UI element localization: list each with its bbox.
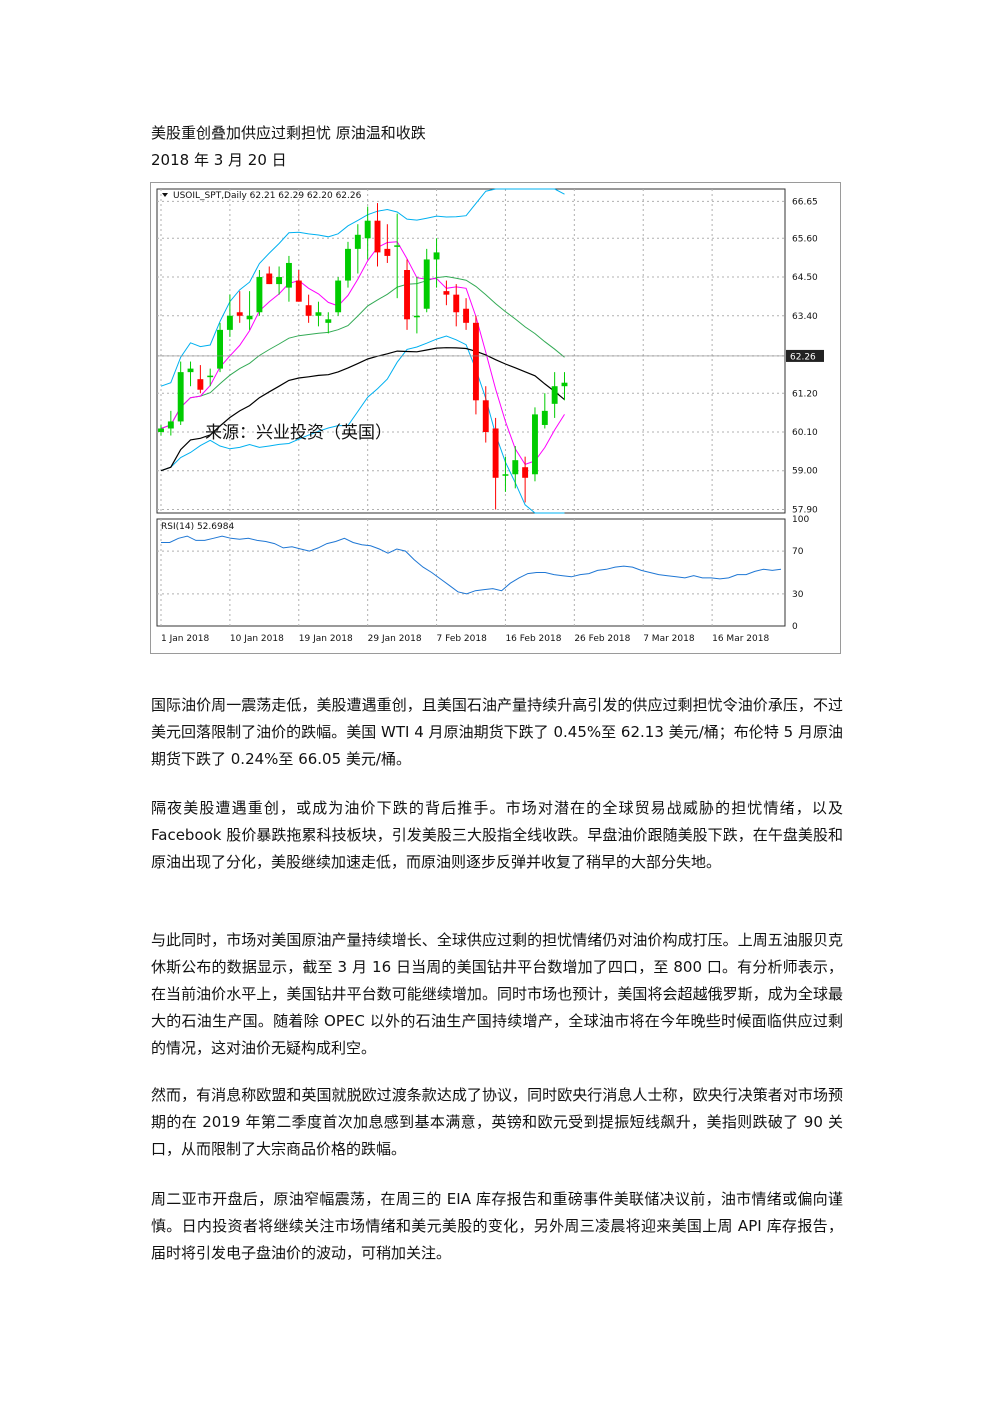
date-tick-label: 26 Feb 2018: [574, 634, 630, 644]
candle-body: [285, 262, 292, 288]
price-tick-label: 64.50: [792, 273, 818, 283]
date-tick-label: 1 Jan 2018: [161, 634, 209, 644]
moving-average-fast-line: [160, 241, 565, 466]
price-tick-label: 63.40: [792, 312, 818, 322]
price-tick-label: 65.60: [792, 234, 818, 244]
candle-body: [364, 220, 371, 239]
candle-body: [374, 220, 381, 253]
rsi-pane: [156, 518, 786, 627]
candle-body: [413, 315, 420, 318]
candle-body: [295, 280, 302, 302]
date-tick-label: 7 Mar 2018: [643, 634, 695, 644]
candle-body: [266, 273, 273, 285]
candle-body: [532, 414, 538, 475]
candle-body: [404, 270, 410, 320]
candle-body: [453, 294, 460, 313]
bollinger-upper-line: [160, 188, 565, 387]
chart-header-label: USOIL_SPT,Daily 62.21 62.29 62.20 62.26: [173, 191, 362, 201]
last-price-label: 62.26: [790, 352, 816, 362]
candle-body: [335, 280, 342, 313]
paragraph-5: 周二亚市开盘后，原油窄幅震荡，在周三的 EIA 库存报告和重磅事件美联储决议前，…: [151, 1190, 843, 1262]
candle-body: [158, 428, 164, 432]
chart-canvas: 66.65 65.60 64.50 63.40 61.20 60.10 59.00 57.90…: [156, 188, 824, 644]
candle-body: [522, 467, 529, 478]
price-tick-label: 59.00: [792, 467, 818, 477]
candle-body: [167, 421, 174, 429]
candle-body: [423, 259, 430, 309]
price-tick-label: 61.20: [792, 389, 818, 399]
candle-body: [354, 234, 361, 249]
price-tick-label: 66.65: [792, 197, 818, 207]
candle-body: [482, 400, 489, 432]
candle-body: [512, 460, 519, 475]
candle-body: [187, 368, 194, 373]
candle-body: [463, 308, 470, 323]
rsi-line: [161, 535, 782, 595]
last-price-box: [786, 349, 824, 362]
moving-average-slow-line: [160, 347, 565, 472]
candle-body: [305, 305, 312, 316]
candle-body: [226, 315, 233, 330]
rsi-tick-label: 70: [792, 547, 804, 557]
candle-body: [345, 248, 351, 281]
candle-body: [384, 248, 391, 256]
article-date: 2018 年 3 月 20 日: [151, 151, 287, 169]
chart-source-label: 来源：兴业投资（英国）: [205, 423, 392, 443]
dropdown-triangle-icon: [162, 193, 168, 197]
article-title: 美股重创叠加供应过剩担忧 原油温和收跌: [151, 124, 426, 142]
price-chart: 66.65 65.60 64.50 63.40 61.20 60.10 59.00 57.90…: [150, 182, 841, 654]
paragraph-3: 与此同时，市场对美国原油产量持续增长、全球供应过剩的担忧情绪仍对油价构成打压。上…: [151, 931, 843, 1057]
date-tick-label: 19 Jan 2018: [299, 634, 353, 644]
moving-average-mid-line: [160, 275, 565, 429]
rsi-tick-label: 30: [792, 590, 804, 600]
rsi-header-label: RSI(14) 52.6984: [161, 522, 234, 532]
candle-body: [443, 291, 450, 295]
candle-body: [433, 252, 440, 260]
candle-body: [177, 372, 184, 422]
candle-body: [561, 382, 568, 387]
candle-body: [256, 277, 263, 313]
paragraph-2: 隔夜美股遭遇重创，或成为油价下跌的背后推手。市场对潜在的全球贸易战威胁的担忧情绪…: [151, 799, 843, 871]
rsi-tick-label: 0: [792, 622, 798, 632]
candle-body: [551, 386, 558, 404]
date-tick-label: 7 Feb 2018: [437, 634, 488, 644]
candle-body: [236, 312, 243, 316]
candle-body: [472, 322, 479, 401]
candle-body: [276, 277, 283, 285]
date-tick-label: 16 Mar 2018: [712, 634, 769, 644]
candle-body: [246, 315, 253, 320]
price-tick-label: 57.90: [792, 505, 818, 515]
date-tick-label: 29 Jan 2018: [368, 634, 422, 644]
candle-body: [197, 379, 204, 390]
candle-body: [325, 319, 332, 323]
price-tick-label: 60.10: [792, 428, 818, 438]
rsi-tick-label: 100: [792, 515, 809, 525]
candle-body: [315, 312, 322, 316]
paragraph-1: 国际油价周一震荡走低，美股遭遇重创，且美国石油产量持续升高引发的供应过剩担忧令油…: [151, 696, 843, 768]
candle-body: [492, 428, 499, 478]
date-tick-label: 16 Feb 2018: [505, 634, 561, 644]
candle-body: [541, 410, 548, 425]
price-pane: [156, 188, 786, 514]
paragraph-4: 然而，有消息称欧盟和英国就脱欧过渡条款达成了协议，同时欧央行消息人士称，欧央行决…: [151, 1086, 843, 1158]
candle-body: [394, 245, 401, 247]
candle-body: [207, 375, 214, 378]
date-tick-label: 10 Jan 2018: [230, 634, 284, 644]
candle-body: [217, 329, 223, 369]
candle-body: [502, 474, 509, 476]
